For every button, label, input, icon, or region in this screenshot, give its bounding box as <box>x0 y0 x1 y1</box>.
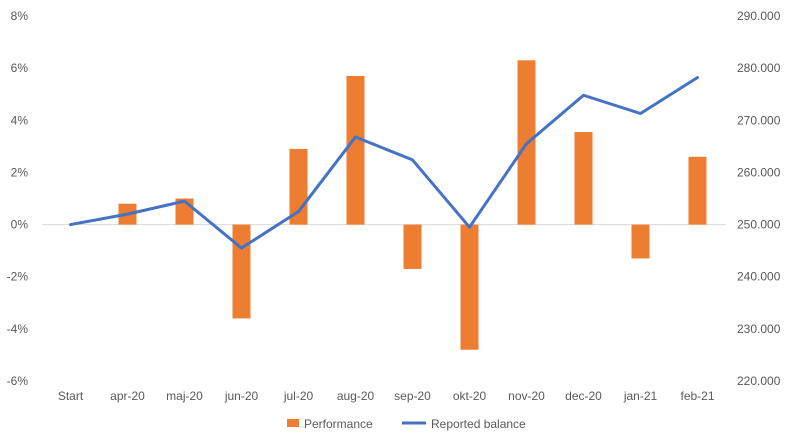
left-axis-ticks: 8% 6% 4% 2% 0% -2% -4% -6% <box>7 9 29 388</box>
x-tick-label: okt-20 <box>453 389 487 403</box>
x-tick-label: dec-20 <box>565 389 602 403</box>
x-axis-ticks: Start apr-20 maj-20 jun-20 jul-20 aug-20 sep-2… <box>58 389 715 403</box>
left-tick-label: -2% <box>7 270 29 284</box>
x-tick-label: maj-20 <box>166 389 203 403</box>
performance-bar <box>631 224 650 259</box>
left-tick-label: 8% <box>11 9 29 23</box>
reported-balance-line <box>69 76 699 250</box>
left-tick-label: -4% <box>7 322 29 336</box>
x-tick-label: jun-20 <box>224 389 259 403</box>
right-tick-label: 250.000 <box>737 218 781 232</box>
performance-bar <box>232 224 251 319</box>
right-tick-label: 290.000 <box>737 9 781 23</box>
performance-bars <box>118 60 707 350</box>
left-tick-label: 2% <box>11 165 29 179</box>
performance-bar <box>688 156 707 225</box>
performance-bar <box>403 224 422 269</box>
x-tick-label: apr-20 <box>110 389 145 403</box>
left-tick-label: 4% <box>11 113 29 127</box>
right-tick-label: 240.000 <box>737 270 781 284</box>
right-tick-label: 270.000 <box>737 113 781 127</box>
left-tick-label: 6% <box>11 61 29 75</box>
legend: Performance Reported balance <box>287 417 526 431</box>
left-tick-label: -6% <box>7 374 29 388</box>
right-axis-ticks: 290.000 280.000 270.000 260.000 250.000 240.0… <box>737 9 781 388</box>
performance-bar <box>346 75 365 225</box>
legend-label-performance: Performance <box>304 417 373 431</box>
x-tick-label: jan-21 <box>623 389 658 403</box>
right-tick-label: 280.000 <box>737 61 781 75</box>
x-tick-label: aug-20 <box>337 389 375 403</box>
left-tick-label: 0% <box>11 218 29 232</box>
performance-bar <box>574 132 593 225</box>
legend-label-reported-balance: Reported balance <box>431 417 526 431</box>
x-tick-label: sep-20 <box>394 389 431 403</box>
legend-swatch-performance <box>287 419 299 427</box>
x-tick-label: nov-20 <box>508 389 545 403</box>
x-tick-label: jul-20 <box>283 389 314 403</box>
x-tick-label: Start <box>58 389 84 403</box>
right-tick-label: 260.000 <box>737 165 781 179</box>
x-tick-label: feb-21 <box>680 389 714 403</box>
right-tick-label: 230.000 <box>737 322 781 336</box>
performance-bar <box>460 224 479 350</box>
right-tick-label: 220.000 <box>737 374 781 388</box>
